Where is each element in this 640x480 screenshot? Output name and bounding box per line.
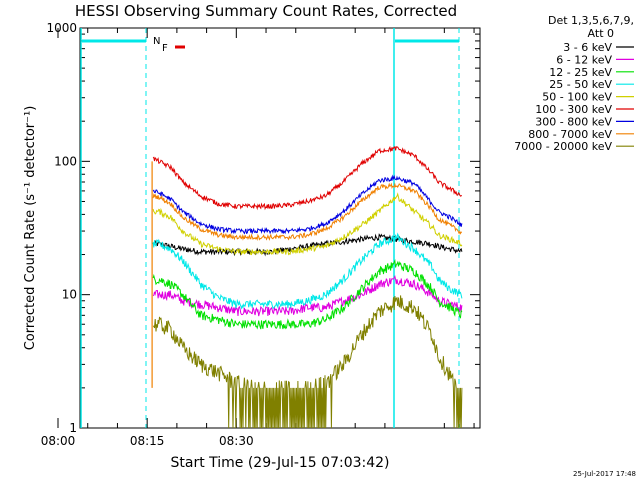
legend-header-2: Att 0: [588, 27, 614, 40]
legend-label: 6 - 12 keV: [556, 53, 612, 66]
legend-label: 12 - 25 keV: [549, 66, 612, 79]
chart-title: HESSI Observing Summary Count Rates, Cor…: [75, 2, 457, 20]
series-line-1: [152, 233, 463, 257]
legend-label: 3 - 6 keV: [563, 41, 612, 54]
y-tick-label: 1: [69, 421, 77, 435]
series-line-6: [152, 145, 462, 211]
x-axis-label: Start Time (29-Jul-15 07:03:42): [170, 455, 389, 471]
x-tick-label: 08:15: [130, 434, 165, 448]
plot-frame: [79, 27, 481, 429]
series-line-9: [152, 295, 463, 429]
legend-label: 7000 - 20000 keV: [514, 140, 612, 153]
legend-header-1: Det 1,3,5,6,7,9,: [548, 14, 634, 27]
series-line-7: [152, 174, 463, 235]
legend-label: 800 - 7000 keV: [528, 128, 612, 141]
y-axis-label: Corrected Count Rate (s⁻¹ detector⁻¹): [23, 106, 38, 351]
x-tick-label: 08:30: [219, 434, 254, 448]
legend-label: 300 - 800 keV: [535, 115, 612, 128]
y-tick-label: 1000: [46, 21, 77, 35]
series-line-5: [152, 192, 463, 256]
legend-label: 50 - 100 keV: [542, 91, 612, 104]
series-line-8: [152, 182, 462, 242]
chart-marks: 110100100007:1507:3007:4508:0008:1508:30…: [41, 21, 480, 448]
x-tick-label: 08:00: [41, 434, 76, 448]
series-line-3: [152, 258, 463, 330]
footer-timestamp: 25-Jul-2017 17:48: [573, 470, 636, 478]
legend-label: 100 - 300 keV: [535, 103, 612, 116]
y-tick-label: 10: [62, 288, 77, 302]
series-line-2: [152, 275, 463, 317]
series-line-4: [152, 232, 463, 310]
legend-label: 25 - 50 keV: [549, 78, 612, 91]
flag-label-n: N: [153, 36, 160, 47]
flag-label-f: F: [162, 43, 168, 54]
y-tick-label: 100: [54, 154, 77, 168]
